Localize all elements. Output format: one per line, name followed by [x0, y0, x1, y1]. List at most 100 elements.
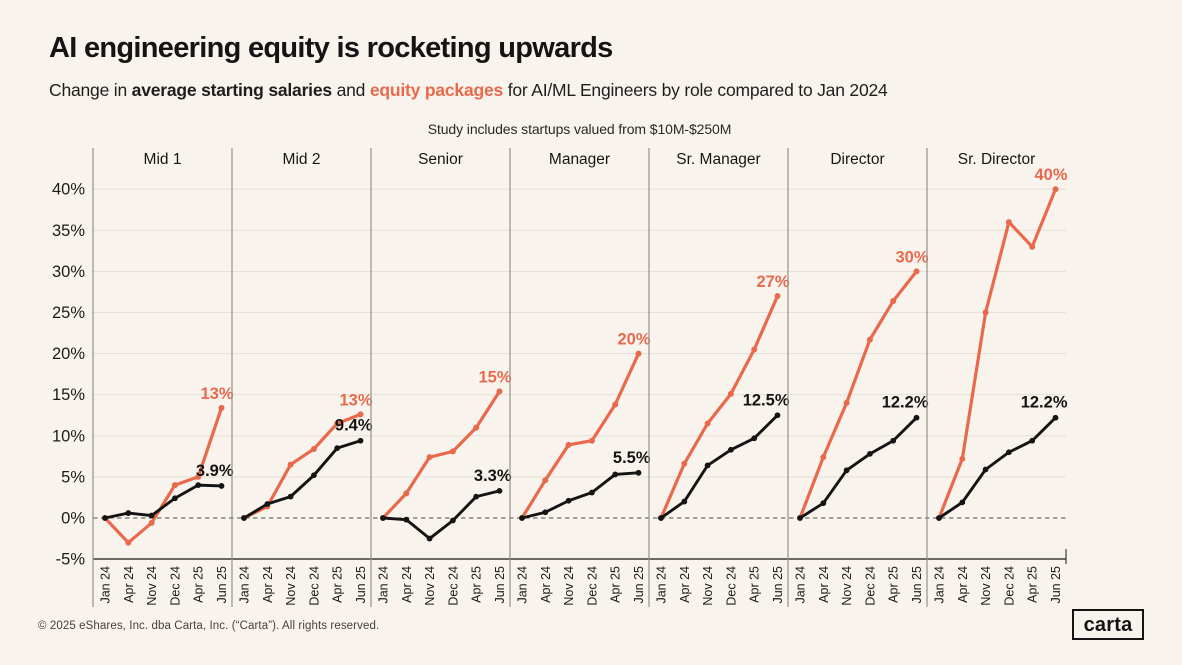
salary-point	[774, 412, 781, 419]
equity-point	[843, 399, 850, 406]
y-tick-label: 15%	[52, 386, 85, 404]
equity-value-label: 13%	[200, 385, 233, 403]
x-tick-label: Jan 24	[655, 566, 669, 604]
salary-point	[959, 499, 966, 506]
x-tick-label: Jun 25	[1049, 566, 1063, 604]
salary-point	[681, 498, 688, 505]
salary-value-label: 12.2%	[882, 394, 929, 412]
y-tick-label: 35%	[52, 222, 85, 240]
x-tick-label: Nov 24	[979, 566, 993, 606]
salary-point	[728, 446, 734, 453]
x-tick-label: Dec 24	[585, 566, 599, 606]
salary-point	[542, 509, 549, 516]
salary-point	[450, 517, 456, 524]
y-tick-label: 0%	[61, 510, 85, 528]
y-tick-label: 25%	[52, 304, 85, 322]
x-tick-label: Apr 24	[122, 566, 136, 603]
salary-line	[242, 439, 362, 520]
salary-point	[403, 516, 410, 523]
equity-point	[982, 309, 989, 316]
salary-value-label: 9.4%	[335, 417, 373, 435]
salary-point	[125, 510, 132, 516]
y-tick-label: 40%	[52, 181, 85, 199]
equity-point	[171, 482, 178, 489]
equity-value-label: 15%	[478, 368, 511, 386]
salary-point	[704, 462, 711, 469]
salary-line	[381, 489, 501, 540]
salary-point	[936, 515, 942, 521]
salary-point	[496, 487, 503, 494]
salary-point	[843, 467, 850, 474]
equity-point	[820, 454, 827, 461]
x-tick-label: Nov 24	[701, 566, 715, 606]
x-tick-label: Nov 24	[423, 566, 437, 606]
x-tick-label: Nov 24	[840, 566, 854, 606]
equity-value-label: 13%	[339, 391, 372, 409]
salary-point	[867, 450, 873, 457]
x-tick-label: Nov 24	[145, 566, 159, 606]
equity-line	[520, 352, 641, 520]
x-tick-label: Apr 24	[956, 566, 970, 603]
salary-line	[103, 483, 223, 520]
equity-point	[473, 424, 480, 431]
salary-value-label: 3.3%	[474, 467, 512, 485]
equity-point	[890, 297, 897, 304]
salary-point	[635, 469, 642, 476]
x-tick-label: Apr 25	[887, 566, 901, 603]
x-tick-label: Apr 25	[331, 566, 345, 603]
x-tick-label: Jan 24	[794, 566, 808, 604]
x-tick-label: Apr 24	[539, 566, 553, 603]
equity-point	[125, 539, 132, 546]
equity-line	[242, 412, 363, 520]
x-tick-label: Jun 25	[632, 566, 646, 604]
salary-value-label: 12.2%	[1021, 394, 1068, 412]
salary-point	[241, 515, 247, 521]
equity-line	[798, 269, 919, 520]
equity-point	[287, 461, 294, 468]
subtitle-equity-term: equity packages	[369, 80, 504, 100]
equity-point	[496, 388, 503, 395]
equity-point	[704, 420, 711, 427]
salary-point	[473, 493, 480, 500]
salary-point	[426, 535, 433, 542]
equity-point	[426, 454, 433, 461]
equity-point	[334, 420, 341, 427]
salary-point	[357, 437, 364, 444]
panel-title: Senior	[418, 151, 463, 168]
salary-point	[102, 515, 108, 521]
salary-value-label: 12.5%	[743, 391, 790, 409]
x-tick-label: Nov 24	[284, 566, 298, 606]
x-tick-label: Jun 25	[215, 566, 229, 604]
equity-point	[403, 490, 410, 497]
equity-line	[381, 389, 502, 520]
salary-point	[1029, 437, 1036, 444]
salary-line	[798, 416, 918, 520]
subtitle-prefix: Change in	[49, 80, 132, 100]
x-tick-label: Nov 24	[562, 566, 576, 606]
salary-line	[520, 471, 640, 520]
x-tick-label: Dec 24	[168, 566, 182, 606]
equity-line	[103, 406, 224, 545]
subtitle: Change in average starting salaries and …	[49, 80, 888, 101]
equity-line	[659, 294, 780, 520]
subtitle-mid: and	[331, 80, 370, 100]
salary-point	[1052, 414, 1059, 421]
salary-value-label: 5.5%	[613, 449, 651, 467]
equity-point	[357, 411, 364, 418]
equity-value-label: 40%	[1034, 166, 1067, 184]
salary-point	[589, 489, 595, 496]
x-tick-label: Apr 25	[1026, 566, 1040, 603]
salary-point	[195, 482, 202, 489]
equity-value-label: 20%	[617, 331, 650, 349]
salary-point	[658, 515, 664, 521]
panel-title: Mid 1	[144, 151, 182, 168]
salary-point	[913, 414, 920, 421]
equity-point	[310, 445, 317, 452]
x-tick-label: Dec 24	[863, 566, 877, 606]
equity-point	[959, 455, 966, 462]
copyright-text: © 2025 eShares, Inc. dba Carta, Inc. (“C…	[38, 620, 380, 632]
salary-point	[311, 472, 317, 479]
subtitle-salaries-term: average starting salaries	[131, 80, 332, 100]
equity-point	[1052, 186, 1059, 193]
